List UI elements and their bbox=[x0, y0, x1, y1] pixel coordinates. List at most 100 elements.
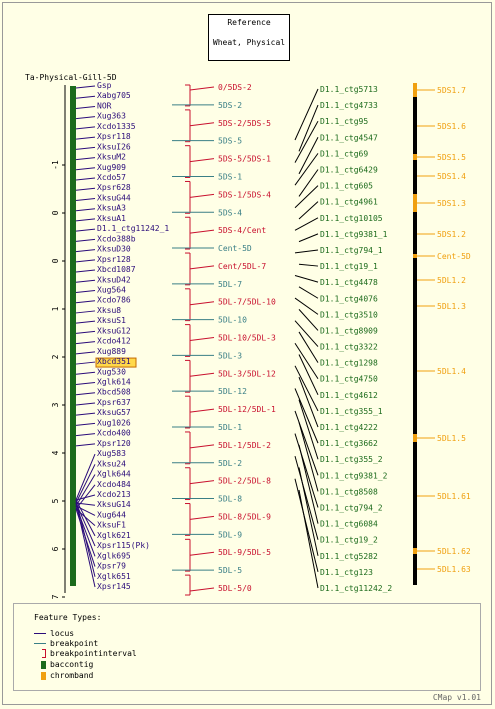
contig-label: D1.1_ctg794_1 bbox=[320, 246, 383, 255]
contig-label: D1.1_ctg11242_2 bbox=[320, 584, 392, 593]
chromband bbox=[413, 548, 417, 554]
locus-label: Xug889 bbox=[97, 347, 126, 356]
contig-connector bbox=[298, 137, 319, 175]
legend-title: Feature Types: bbox=[34, 613, 102, 622]
breakpoint-label: 5DS-5 bbox=[218, 137, 242, 146]
locus-connector bbox=[75, 412, 96, 416]
contig-connector bbox=[294, 249, 319, 254]
contig-connector bbox=[294, 320, 319, 347]
chromband bbox=[413, 254, 417, 258]
locus-connector bbox=[75, 157, 96, 161]
contig-label: D1.1_ctg9381_2 bbox=[320, 471, 388, 480]
locus-connector bbox=[75, 361, 96, 365]
locus-connector bbox=[75, 502, 96, 547]
contig-label: D1.1_ctg4961 bbox=[320, 198, 378, 207]
locus-connector bbox=[75, 269, 96, 273]
contig-label: D1.1_ctg4733 bbox=[320, 101, 378, 110]
breakpoint-label: 5DL-12 bbox=[218, 387, 247, 396]
contig-label: D1.1_ctg123 bbox=[320, 568, 373, 577]
contig-connector bbox=[298, 104, 319, 152]
locus-swatch bbox=[34, 633, 46, 634]
locus-connector bbox=[75, 105, 96, 109]
contig-label: D1.1_ctg355_2 bbox=[320, 455, 383, 464]
interval-connector bbox=[189, 480, 215, 485]
locus-connector bbox=[75, 208, 96, 212]
contig-connector bbox=[298, 309, 319, 331]
interval-label: 5DS-1/5DS-4 bbox=[218, 190, 271, 199]
breakpoint-label: Cent-5D bbox=[218, 244, 252, 253]
locus-connector bbox=[75, 300, 96, 304]
contig-connector bbox=[294, 365, 319, 412]
contig-label: D1.1_ctg3662 bbox=[320, 439, 378, 448]
reference-title-box: Reference Wheat, Physical bbox=[208, 14, 290, 61]
contig-connector bbox=[298, 376, 319, 428]
map-title: Ta-Physical-Gill-5D bbox=[25, 73, 117, 82]
interval-label: 5DL-9/5DL-5 bbox=[218, 548, 271, 557]
locus-label: Xpsr128 bbox=[97, 255, 131, 264]
legend-item-locus: locus bbox=[34, 629, 74, 638]
contig-label: D1.1_ctg6084 bbox=[320, 520, 378, 529]
reference-subtitle: Wheat, Physical bbox=[212, 38, 286, 47]
interval-connector bbox=[189, 587, 215, 592]
contig-connector bbox=[298, 169, 319, 197]
chromband bbox=[413, 154, 417, 160]
interval-connector bbox=[189, 122, 215, 127]
legend-item-breakpoint: breakpoint bbox=[34, 639, 98, 648]
chromband-label: 5DS1.4 bbox=[437, 172, 466, 181]
locus-connector bbox=[75, 402, 96, 406]
interval-connector bbox=[189, 515, 215, 520]
chromband-label: 5DL1.3 bbox=[437, 302, 466, 311]
locus-label: Xpsr145 bbox=[97, 582, 131, 591]
axis-tick-label: 6 bbox=[51, 546, 60, 551]
locus-connector bbox=[75, 371, 96, 375]
contig-connector bbox=[294, 217, 319, 231]
breakpoint-label: 5DL-5 bbox=[218, 566, 242, 575]
breakpoint-label: 5DL-8 bbox=[218, 495, 242, 504]
contig-swatch bbox=[41, 660, 46, 669]
locus-connector bbox=[75, 197, 96, 201]
highlighted-locus-box bbox=[95, 357, 137, 368]
chromband bbox=[413, 434, 417, 442]
locus-connector bbox=[75, 453, 96, 501]
breakpoint-label: 5DL-9 bbox=[218, 530, 242, 539]
contig-label: D1.1_ctg69 bbox=[320, 149, 368, 158]
locus-connector bbox=[75, 341, 96, 345]
locus-label: Xug564 bbox=[97, 285, 126, 294]
locus-connector bbox=[75, 259, 96, 263]
chromband-label: 5DL1.2 bbox=[437, 276, 466, 285]
locus-label: Xglk614 bbox=[97, 378, 131, 387]
contig-label: D1.1_ctg95 bbox=[320, 117, 368, 126]
locus-label: XksuG57 bbox=[97, 408, 131, 417]
interval-label: 5DL-3/5DL-12 bbox=[218, 369, 276, 378]
interval-label: 0/5DS-2 bbox=[218, 83, 252, 92]
interval-connector bbox=[189, 372, 215, 377]
contig-connector bbox=[294, 88, 319, 141]
locus-label: Xglk621 bbox=[97, 531, 131, 540]
axis-tick-label: 1 bbox=[51, 306, 60, 311]
locus-connector bbox=[75, 433, 96, 437]
locus-label: Xug1026 bbox=[97, 418, 131, 427]
axis-tick-label: 7 bbox=[51, 594, 60, 599]
breakpoint-label: 5DS-4 bbox=[218, 208, 242, 217]
locus-label: Xcdo484 bbox=[97, 480, 131, 489]
comparative-map: Ta-Physical-Gill-5D -1 0 0 1 2 3 4 5 6 7 GspXabg705… bbox=[25, 73, 471, 599]
locus-connector bbox=[75, 289, 96, 293]
contig-label: D1.1_ctg9381_1 bbox=[320, 230, 388, 239]
chromband-label: 5DS1.7 bbox=[437, 86, 466, 95]
locus-label: XksuI26 bbox=[97, 142, 131, 151]
locus-label: Xcdo786 bbox=[97, 296, 131, 305]
locus-label: Xug363 bbox=[97, 112, 126, 121]
contig-connector bbox=[298, 201, 319, 220]
interval-label: 5DL-8/5DL-9 bbox=[218, 512, 271, 521]
locus-label: Xpsr118 bbox=[97, 132, 131, 141]
locus-connector bbox=[75, 238, 96, 242]
interval-connector bbox=[189, 193, 215, 198]
locus-connector bbox=[75, 95, 96, 99]
locus-label: XksuF1 bbox=[97, 521, 126, 530]
contig-connector bbox=[298, 489, 319, 589]
locus-label: XksuA1 bbox=[97, 214, 126, 223]
locus-connector bbox=[75, 499, 96, 577]
axis-tick-label: 4 bbox=[51, 450, 60, 455]
locus-connector bbox=[75, 136, 96, 140]
locus-label: Xcdo412 bbox=[97, 337, 131, 346]
